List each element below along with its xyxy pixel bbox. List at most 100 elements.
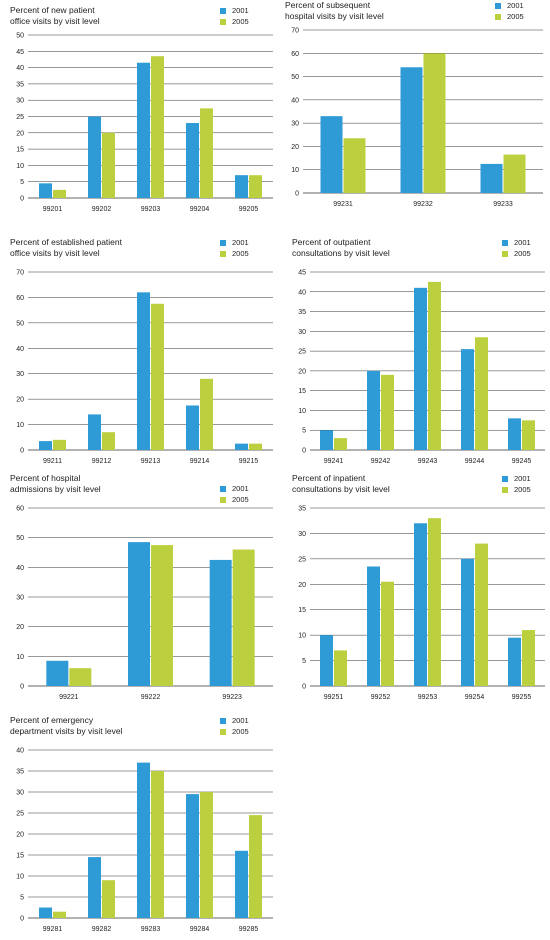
y-tick-label: 50 [16,535,24,542]
bar-2005-99243 [428,281,441,450]
bar-2001-99244 [461,349,474,450]
legend-item-2005: 2005 [220,248,249,259]
legend-swatch-2005 [220,496,226,503]
bar-2005-99203 [151,56,164,198]
x-tick-label: 99214 [190,458,210,465]
chart-title-line: Percent of subsequent [285,0,371,10]
bar-2001-99231 [320,116,343,193]
y-tick-label: 25 [298,349,306,356]
bar-2005-99211 [53,439,66,450]
y-tick-label: 20 [291,144,299,151]
bar-2005-99205 [249,175,262,198]
x-tick-label: 99244 [465,458,485,465]
legend-item-2005: 2005 [502,248,531,259]
chart-title: Percent of subsequent hospital visits by… [285,0,475,22]
chart-title-line: Percent of hospital [10,473,81,483]
bar-2001-99221 [46,660,69,686]
y-tick-label: 40 [16,346,24,353]
y-tick-label: 30 [16,595,24,602]
y-tick-label: 30 [16,371,24,378]
bar-2005-99284 [200,792,213,918]
y-tick-label: 0 [295,191,299,198]
x-tick-label: 99204 [190,206,210,213]
y-tick-label: 10 [16,654,24,661]
bar-2001-99214 [186,405,199,450]
x-tick-label: 99284 [190,926,210,933]
legend-swatch-2001 [220,717,226,724]
x-tick-label: 99233 [493,201,513,208]
bar-2005-99215 [249,443,262,450]
legend-item-2001: 2001 [495,0,524,11]
chart-title-line: admissions by visit level [10,484,101,494]
y-tick-label: 50 [291,74,299,81]
y-tick-label: 5 [20,895,24,902]
chart-title-line: office visits by visit level [10,248,100,258]
y-tick-label: 20 [16,832,24,839]
y-tick-label: 0 [302,448,306,455]
chart-legend: 2001 2005 [220,5,249,27]
legend-item-2005: 2005 [502,484,531,495]
bar-2005-99204 [200,108,213,198]
chart-legend: 2001 2005 [220,715,249,737]
y-tick-label: 40 [298,289,306,296]
bar-2001-99205 [235,175,248,198]
bar-chart-inpatient-consultations: 0 5 10 15 20 25 30 35 99251 99252 99253 99254 99255 [298,506,545,701]
legend-item-2005: 2005 [495,11,524,22]
y-tick-label: 35 [298,506,306,513]
x-tick-label: 99254 [465,694,485,701]
x-tick-label: 99253 [418,694,438,701]
y-tick-label: 25 [16,114,24,121]
x-tick-label: 99213 [141,458,161,465]
y-tick-label: 0 [302,684,306,691]
bar-chart-outpatient-consultations: 0 5 10 15 20 25 30 35 40 45 99241 99242 99243 99244 99… [298,270,545,465]
x-tick-label: 99202 [92,206,112,213]
y-tick-label: 10 [16,422,24,429]
x-tick-label: 99221 [59,694,79,701]
y-tick-label: 40 [291,97,299,104]
legend-item-2001: 2001 [502,237,531,248]
bar-2005-99255 [522,630,535,686]
bar-2001-99201 [39,183,52,198]
y-tick-label: 20 [298,582,306,589]
bar-chart-new-patient: 0 5 10 15 20 25 30 35 40 45 50 99201 99202 99203 99204… [16,33,273,213]
chart-title: Percent of established patient office vi… [10,237,200,259]
bar-2005-99242 [381,374,394,450]
y-tick-label: 40 [16,65,24,72]
bar-2005-99222 [151,545,173,686]
chart-legend: 2001 2005 [502,237,531,259]
bar-2005-99283 [151,771,164,918]
x-tick-label: 99203 [141,206,161,213]
legend-swatch-2005 [220,250,226,257]
y-tick-label: 15 [298,607,306,614]
y-tick-label: 0 [20,916,24,923]
bar-2001-99282 [88,857,101,918]
y-tick-label: 15 [16,853,24,860]
bar-2001-99203 [137,62,150,199]
legend-swatch-2005 [220,18,226,25]
x-tick-label: 99232 [413,201,433,208]
legend-swatch-2005 [220,728,226,735]
bar-2005-99221 [69,668,92,686]
bar-2005-99245 [522,420,535,450]
bar-2005-99252 [381,581,394,686]
bar-2001-99241 [320,430,333,450]
legend-swatch-2001 [220,485,226,492]
chart-title: Percent of emergency department visits b… [10,715,200,737]
y-tick-label: 35 [298,309,306,316]
y-tick-label: 15 [16,147,24,154]
y-tick-label: 60 [16,506,24,513]
bar-2001-99285 [235,850,248,918]
bar-2001-99253 [414,523,427,686]
x-tick-label: 99211 [43,458,62,465]
x-tick-label: 99205 [239,206,259,213]
bar-2005-99202 [102,132,115,198]
y-tick-label: 5 [302,428,306,435]
legend-item-2005: 2005 [220,494,249,505]
bar-chart-emergency-department: 0 5 10 15 20 25 30 35 40 99281 99282 99283 99284 9928… [16,748,273,933]
bar-2001-99233 [480,163,503,193]
legend-item-2001: 2001 [220,715,249,726]
bar-2005-99233 [503,154,526,193]
legend-item-2001: 2001 [502,473,531,484]
y-tick-label: 15 [298,388,306,395]
x-tick-label: 99242 [371,458,391,465]
